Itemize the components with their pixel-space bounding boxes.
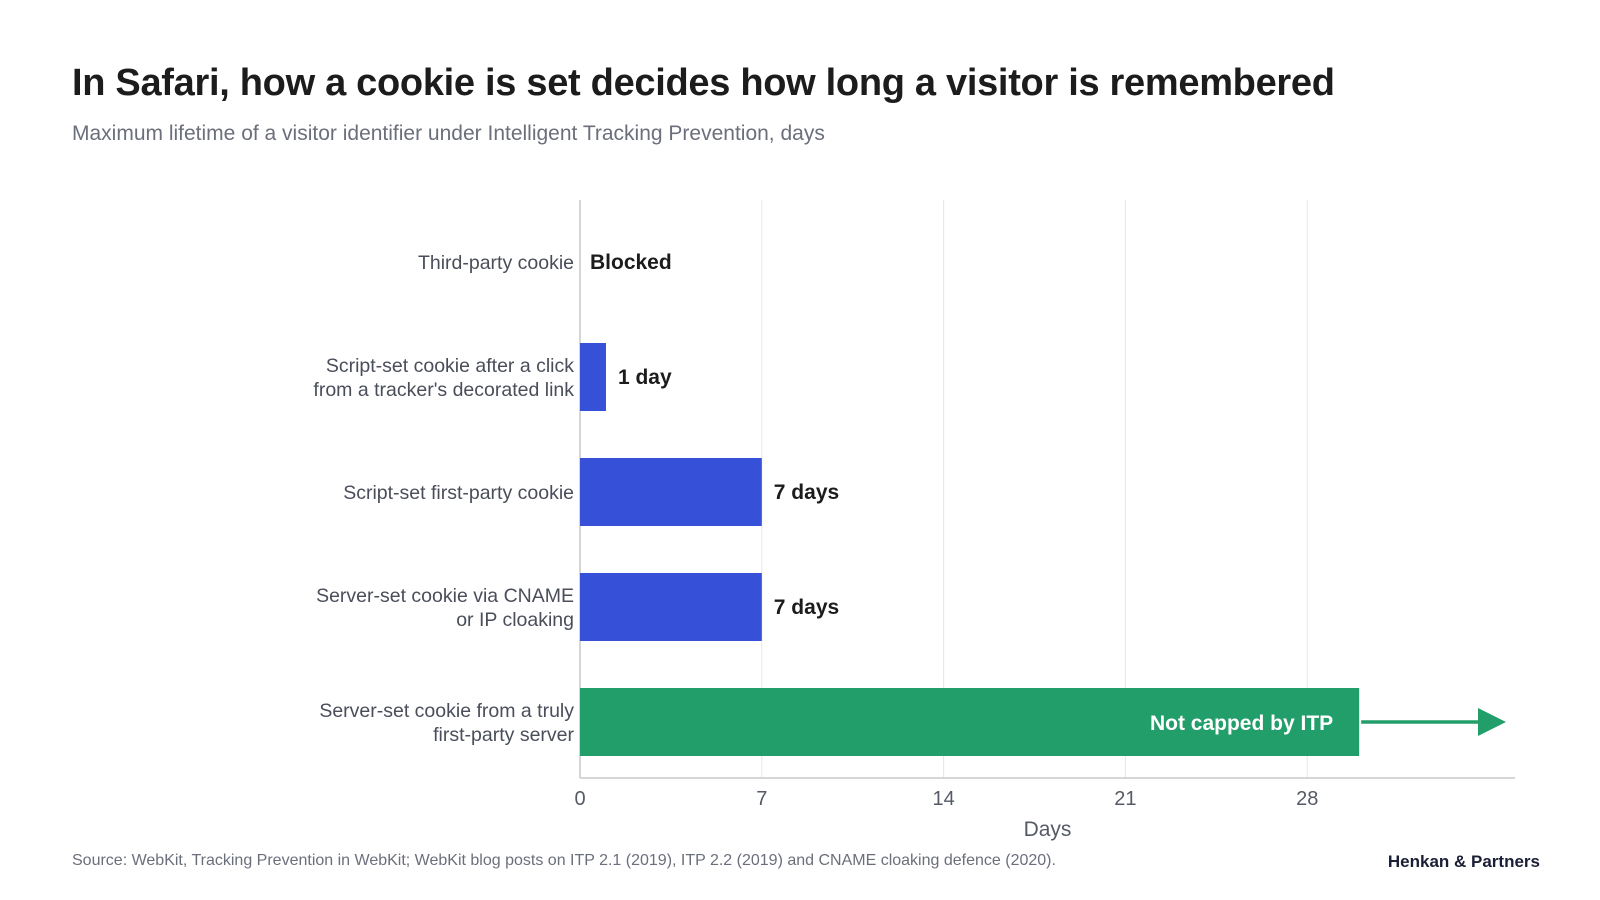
bar-uncapped [580, 688, 1360, 756]
x-tick-label: 28 [1296, 788, 1318, 810]
x-tick-label: 7 [756, 788, 767, 810]
category-label: Server-set cookie from a truly [319, 700, 574, 722]
x-tick-label: 21 [1114, 788, 1136, 810]
value-label: 7 days [774, 481, 839, 504]
brand-logo-text: Henkan & Partners [1387, 852, 1540, 871]
x-tick-label: 0 [574, 788, 585, 810]
x-tick-label: 14 [932, 788, 954, 810]
bar-capped [580, 458, 762, 526]
value-label: Not capped by ITP [1150, 712, 1333, 735]
bar-capped [580, 343, 606, 411]
bar-capped [580, 573, 762, 641]
category-label: or IP cloaking [456, 609, 574, 631]
category-label: Third-party cookie [418, 252, 574, 274]
category-label: Script-set cookie after a click [326, 355, 574, 377]
category-label: Server-set cookie via CNAME [316, 585, 574, 607]
value-label: Blocked [590, 251, 672, 274]
value-label: 7 days [774, 596, 839, 619]
category-label: first-party server [433, 724, 574, 746]
source-note: Source: WebKit, Tracking Prevention in W… [72, 852, 1056, 869]
x-axis-label: Days [1024, 818, 1072, 841]
value-label: 1 day [618, 366, 672, 389]
chart-subtitle: Maximum lifetime of a visitor identifier… [72, 122, 825, 145]
chart-title: In Safari, how a cookie is set decides h… [72, 62, 1335, 104]
category-label: Script-set first-party cookie [343, 482, 574, 504]
category-label: from a tracker's decorated link [313, 379, 574, 401]
